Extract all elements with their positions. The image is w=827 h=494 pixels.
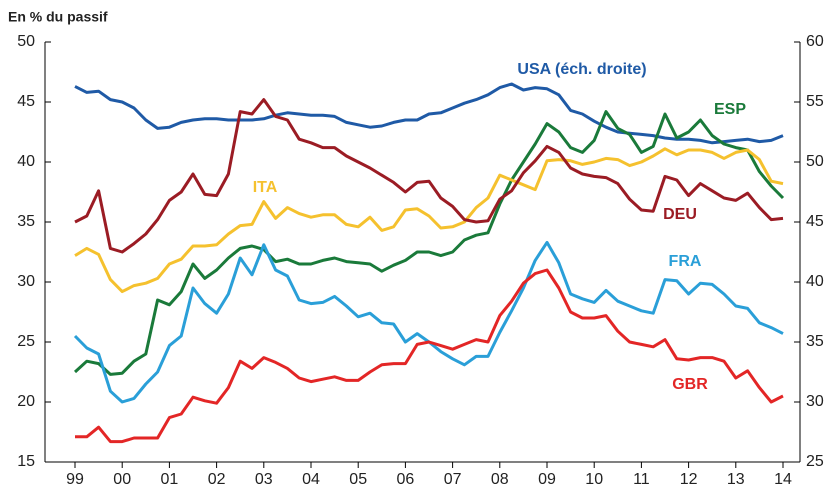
series-line [74,82,784,145]
x-tick-label: 14 [774,471,792,488]
y2-tick-label: 60 [806,33,824,50]
x-tick-label: 05 [349,471,367,488]
y-axis-label: En % du passif [8,9,108,25]
y-tick-label: 40 [17,153,35,170]
series-label: ESP [714,101,746,118]
x-tick-label: 01 [161,471,179,488]
series-line [73,110,785,376]
x-tick-label: 10 [585,471,603,488]
series-line [75,268,784,444]
series-label: DEU [663,206,697,223]
y2-tick-label: 40 [806,273,824,290]
y-tick-label: 35 [17,213,35,230]
y-tick-label: 30 [17,273,35,290]
series-label: USA (éch. droite) [517,61,646,78]
x-tick-label: 99 [66,471,84,488]
y2-tick-label: 25 [806,453,824,470]
x-tick-label: 06 [397,471,415,488]
x-tick-label: 07 [444,471,462,488]
y-tick-label: 45 [17,93,35,110]
y2-tick-label: 45 [806,213,824,230]
x-tick-label: 04 [302,471,320,488]
series-line [74,147,784,294]
y-tick-label: 25 [17,333,35,350]
series-label: GBR [672,376,708,393]
y2-tick-label: 30 [806,393,824,410]
x-tick-label: 13 [727,471,745,488]
x-tick-label: 11 [633,471,650,488]
x-tick-label: 12 [680,471,698,488]
x-tick-label: 08 [491,471,509,488]
y-tick-label: 15 [17,453,35,470]
y2-tick-label: 55 [806,93,824,110]
y-tick-label: 20 [17,393,35,410]
x-tick-label: 00 [113,471,131,488]
series-line [74,98,784,254]
y-tick-label: 50 [17,33,35,50]
series-label: FRA [669,253,702,270]
y2-tick-label: 35 [806,333,824,350]
x-tick-label: 03 [255,471,273,488]
x-tick-label: 02 [208,471,226,488]
x-tick-label: 09 [538,471,556,488]
series-label: ITA [253,179,278,196]
y2-tick-label: 50 [806,153,824,170]
